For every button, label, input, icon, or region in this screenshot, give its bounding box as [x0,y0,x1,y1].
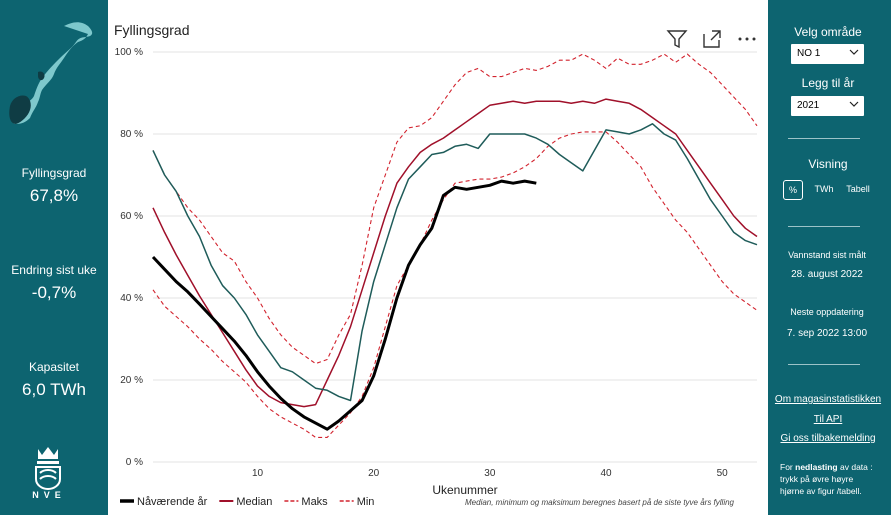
kpi-label: Fyllingsgrad [21,166,87,180]
norway-map-icon [9,22,93,124]
kpi-value: 6,0 TWh [22,380,86,399]
water-level-date: 28. august 2022 [791,269,863,280]
area-select[interactable]: NO 1 [791,44,864,64]
series-lines [151,53,758,438]
series-line-maks [152,53,758,365]
x-tick-label: 30 [484,468,496,479]
y-tick-label: 40 % [120,293,143,304]
year-label: Legg til år [801,76,855,90]
y-tick-label: 0 % [126,457,143,468]
divider [788,138,860,139]
feedback-link[interactable]: Gi oss tilbakemelding [780,433,876,444]
x-tick-label: 40 [600,468,612,479]
left-panel: Fyllingsgrad 67,8% Endring sist uke -0,7… [0,0,108,515]
legend-label: Median [236,496,272,508]
legend: Nåværende år Median Maks Min [120,496,374,508]
area-label: Velg område [794,25,862,39]
x-tick-label: 50 [717,468,729,479]
chevron-down-icon [849,101,859,107]
series-line-min [152,131,758,438]
legend-label: Min [357,496,375,508]
chart-title: Fyllingsgrad [114,22,190,38]
kpi-fyllingsgrad: Fyllingsgrad 67,8% [0,166,108,206]
water-level-label: Vannstand sist målt [788,250,866,260]
grid-lines [153,51,757,463]
kpi-endring: Endring sist uke -0,7% [0,263,108,303]
series-line-n-v-rende-r [151,179,537,431]
x-tick-label: 10 [252,468,264,479]
kpi-value: -0,7% [31,283,77,302]
about-link[interactable]: Om magasinstatistikken [774,394,882,405]
series-line-median [152,98,758,408]
line-chart: 0 % 20 % 40 % 60 % 80 % 100 % 10 20 30 40 50 Ukenum… [115,47,758,508]
view-toggle-twh[interactable]: TWh [814,184,834,194]
view-toggle-percent[interactable]: % [783,180,803,200]
expand-icon[interactable] [701,29,723,49]
more-options-icon[interactable] [736,29,758,49]
y-tick-label: 60 % [120,211,143,222]
view-toggle-tabell[interactable]: Tabell [846,184,870,194]
x-tick-label: 20 [368,468,380,479]
view-label: Visning [808,157,848,171]
series-line-2021 [152,123,758,402]
area-select-value: NO 1 [797,48,821,59]
year-select[interactable]: 2021 [791,96,864,116]
kpi-label: Endring sist uke [11,263,97,277]
y-tick-label: 20 % [120,375,143,386]
right-panel: Velg område NO 1 Legg til år 2021 Visnin… [768,0,891,515]
legend-label: Maks [301,496,328,508]
divider [788,226,860,227]
y-tick-label: 100 % [115,47,143,58]
kpi-label: Kapasitet [28,360,80,374]
download-note-suffix: av data : trykk på øvre høyre hjørne av … [780,462,873,496]
nve-logo-text: NVE [32,490,66,500]
nve-logo-icon [35,447,61,491]
api-link[interactable]: Til API [813,414,843,425]
divider [788,364,860,365]
y-tick-label: 80 % [120,129,143,140]
next-update-value: 7. sep 2022 13:00 [786,328,868,339]
chevron-down-icon [849,49,859,55]
kpi-kapasitet: Kapasitet 6,0 TWh [0,360,108,400]
download-note-prefix: For [780,462,796,472]
kpi-value: 67,8% [29,186,79,205]
chart-area: Fyllingsgrad 0 % 20 % 40 % 60 % 80 % 100 % 10 2… [110,0,766,515]
x-axis-label: Ukenummer [432,483,497,497]
download-note: For nedlasting av data : trykk på øvre h… [780,461,878,497]
year-select-value: 2021 [797,100,820,111]
next-update-label: Neste oppdatering [790,307,864,317]
chart-footnote: Median, minimum og maksimum beregnes bas… [465,498,734,507]
legend-label: Nåværende år [137,496,208,508]
download-note-bold: nedlasting [795,462,838,472]
axis-labels: 0 % 20 % 40 % 60 % 80 % 100 % 10 20 30 40 50 Ukenum… [115,47,729,497]
filter-icon[interactable] [666,29,688,49]
